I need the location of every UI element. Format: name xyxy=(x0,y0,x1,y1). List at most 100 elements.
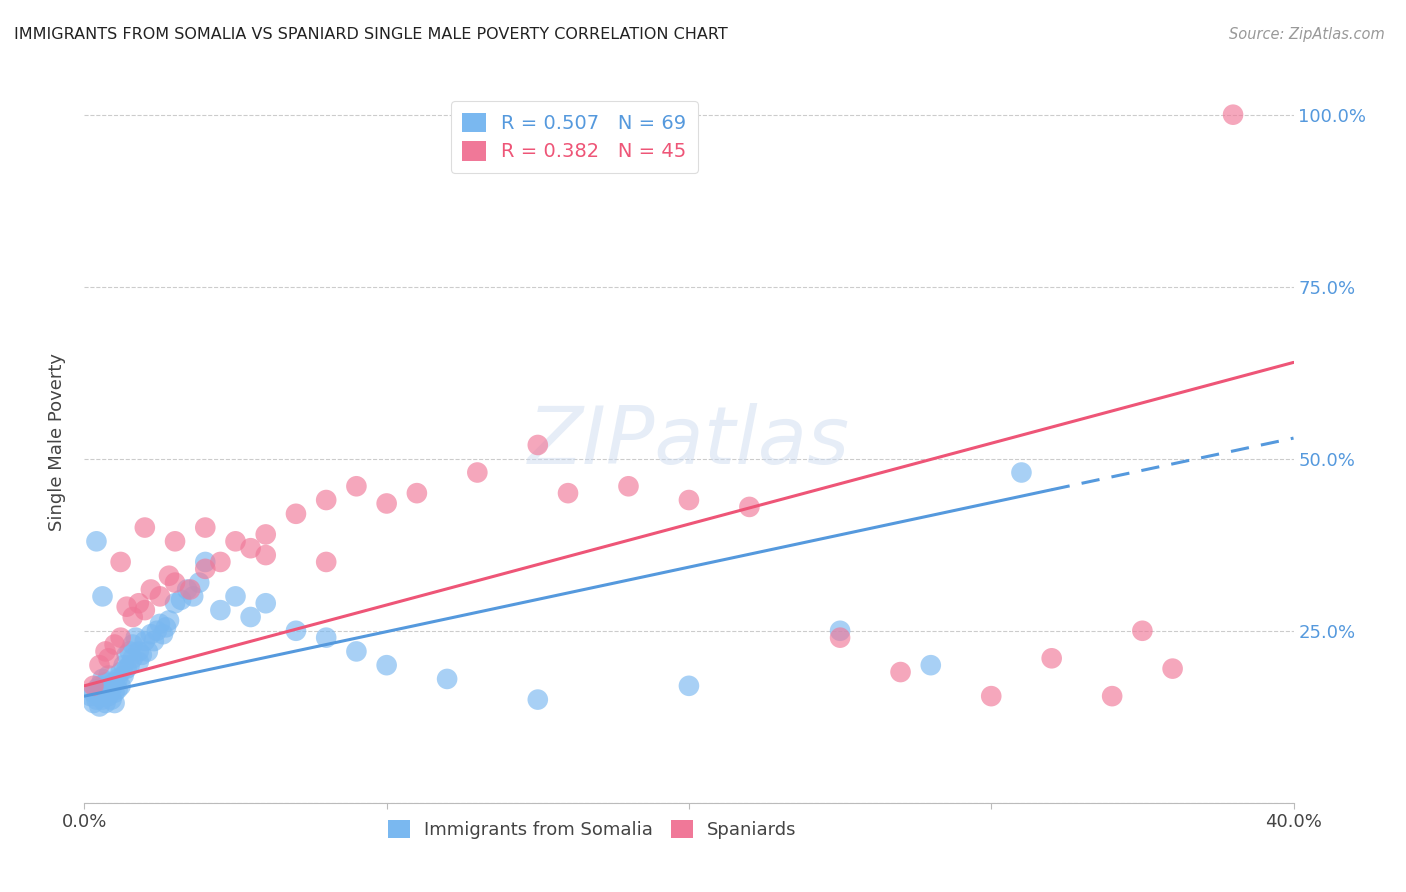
Point xyxy=(165,575,187,590)
Point xyxy=(79,689,101,703)
Point xyxy=(110,631,132,645)
Point xyxy=(527,438,550,452)
Point xyxy=(225,534,247,549)
Point xyxy=(406,486,429,500)
Point xyxy=(436,672,458,686)
Point xyxy=(110,679,132,693)
Text: Source: ZipAtlas.com: Source: ZipAtlas.com xyxy=(1229,27,1385,42)
Point xyxy=(375,658,398,673)
Point xyxy=(94,686,117,700)
Point xyxy=(467,466,489,480)
Point xyxy=(152,627,174,641)
Point xyxy=(134,634,156,648)
Point xyxy=(181,590,204,604)
Point xyxy=(139,582,162,597)
Point xyxy=(94,675,117,690)
Text: IMMIGRANTS FROM SOMALIA VS SPANIARD SINGLE MALE POVERTY CORRELATION CHART: IMMIGRANTS FROM SOMALIA VS SPANIARD SING… xyxy=(14,27,728,42)
Point xyxy=(100,682,122,697)
Point xyxy=(110,665,132,679)
Point xyxy=(125,631,148,645)
Point xyxy=(149,590,172,604)
Point xyxy=(91,682,114,697)
Point xyxy=(97,689,120,703)
Point xyxy=(86,692,108,706)
Point xyxy=(115,662,138,676)
Y-axis label: Single Male Poverty: Single Male Poverty xyxy=(48,352,66,531)
Point xyxy=(104,675,127,690)
Point xyxy=(1011,466,1033,480)
Point xyxy=(157,568,180,582)
Point xyxy=(980,689,1002,703)
Point xyxy=(89,689,111,703)
Point xyxy=(115,599,138,614)
Point xyxy=(1040,651,1063,665)
Point xyxy=(285,507,308,521)
Point xyxy=(104,638,127,652)
Point xyxy=(86,534,108,549)
Point xyxy=(165,596,187,610)
Point xyxy=(142,634,165,648)
Point xyxy=(89,699,111,714)
Point xyxy=(678,493,700,508)
Point xyxy=(225,590,247,604)
Point xyxy=(97,651,120,665)
Point xyxy=(134,520,156,534)
Point xyxy=(110,555,132,569)
Point xyxy=(91,672,114,686)
Point xyxy=(1101,689,1123,703)
Point xyxy=(179,582,201,597)
Point xyxy=(1222,108,1244,122)
Point xyxy=(239,541,262,556)
Point xyxy=(315,493,337,508)
Point xyxy=(617,479,640,493)
Point xyxy=(121,651,143,665)
Point xyxy=(139,627,162,641)
Point xyxy=(97,668,120,682)
Point xyxy=(375,496,398,510)
Point xyxy=(82,679,104,693)
Point xyxy=(86,682,108,697)
Point xyxy=(104,696,127,710)
Point xyxy=(112,658,135,673)
Point xyxy=(165,534,187,549)
Point xyxy=(118,658,141,673)
Point xyxy=(194,555,217,569)
Point xyxy=(830,631,852,645)
Point xyxy=(1161,662,1184,676)
Point xyxy=(91,590,114,604)
Point xyxy=(100,692,122,706)
Point xyxy=(128,644,150,658)
Point xyxy=(115,648,138,662)
Point xyxy=(346,644,368,658)
Point xyxy=(104,686,127,700)
Point xyxy=(107,672,129,686)
Point xyxy=(82,686,104,700)
Point xyxy=(1130,624,1153,638)
Point xyxy=(121,638,143,652)
Point xyxy=(136,644,159,658)
Point xyxy=(285,624,308,638)
Point xyxy=(254,527,277,541)
Point xyxy=(121,610,143,624)
Point xyxy=(738,500,761,514)
Point xyxy=(146,624,169,638)
Point xyxy=(920,658,942,673)
Point xyxy=(209,555,232,569)
Point xyxy=(194,520,217,534)
Point xyxy=(170,592,193,607)
Point xyxy=(131,648,153,662)
Point xyxy=(176,582,198,597)
Point xyxy=(82,696,104,710)
Point xyxy=(315,631,337,645)
Point xyxy=(128,655,150,669)
Text: ZIPatlas: ZIPatlas xyxy=(527,402,851,481)
Legend: Immigrants from Somalia, Spaniards: Immigrants from Somalia, Spaniards xyxy=(378,811,806,848)
Point xyxy=(557,486,579,500)
Point xyxy=(97,679,120,693)
Point xyxy=(239,610,262,624)
Point xyxy=(254,548,277,562)
Point xyxy=(315,555,337,569)
Point xyxy=(91,692,114,706)
Point xyxy=(89,658,111,673)
Point xyxy=(128,596,150,610)
